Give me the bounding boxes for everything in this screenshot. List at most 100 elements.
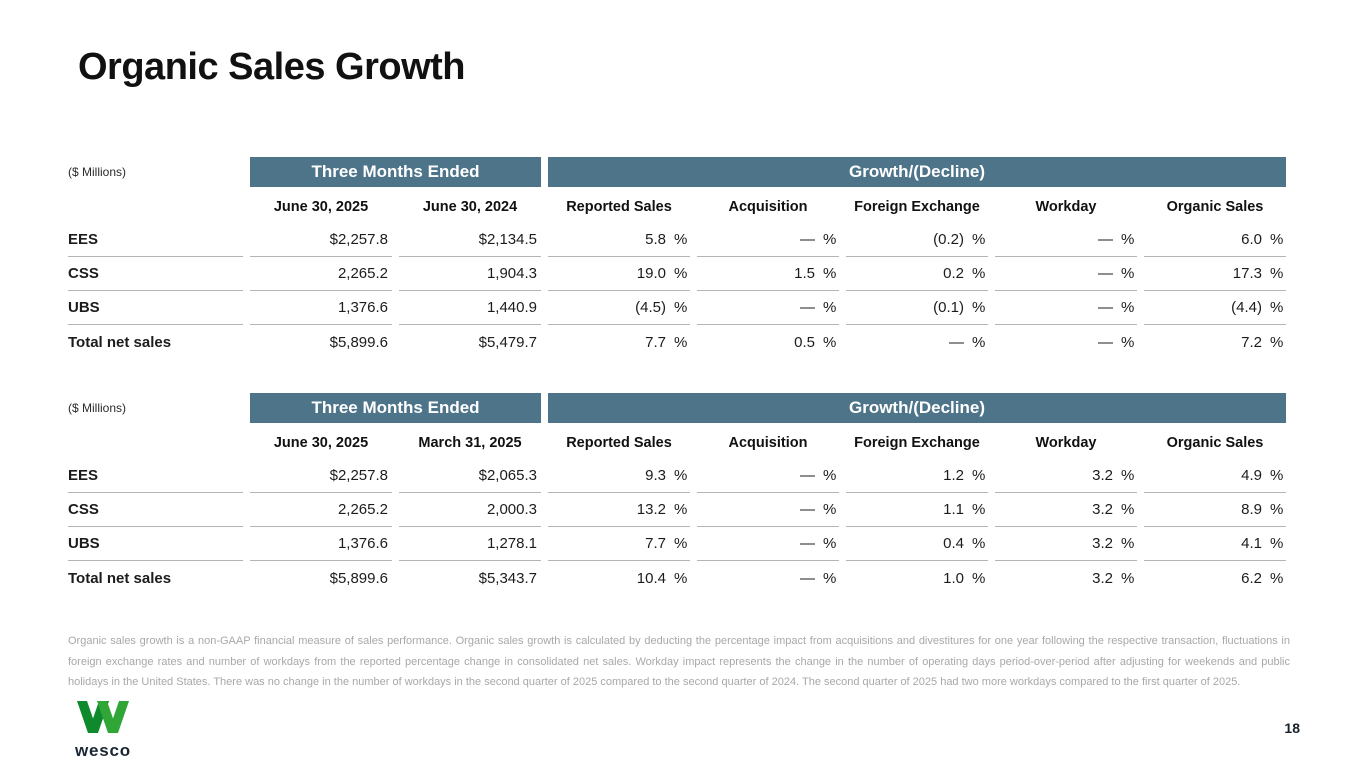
pct-cell: —% — [995, 223, 1137, 257]
column-header-row: June 30, 2025 March 31, 2025 Reported Sa… — [68, 423, 1286, 459]
percent-sign: % — [823, 501, 837, 518]
pct-cell: (4.4)% — [1144, 291, 1286, 325]
table-row: EES $2,257.8 $2,065.3 9.3% —% 1.2% 3.2% … — [68, 459, 1286, 493]
money-cell: 1,376.6 — [250, 527, 392, 561]
row-label: CSS — [68, 493, 243, 527]
row-label: Total net sales — [68, 333, 172, 351]
pct-cell: (0.2)% — [846, 223, 988, 257]
row-label: UBS — [68, 527, 243, 561]
pct-value: 1.1 — [943, 501, 964, 518]
percent-sign: % — [1270, 467, 1284, 484]
pct-value: 7.7 — [645, 535, 666, 552]
page-title: Organic Sales Growth — [78, 46, 466, 88]
money-cell: $5,899.6 — [329, 569, 388, 587]
money-cell: $5,343.7 — [478, 569, 537, 587]
row-label: CSS — [68, 257, 243, 291]
pct-value: 3.2 — [1092, 535, 1113, 552]
row-label: EES — [68, 223, 243, 257]
pct-value: 10.4 — [636, 569, 666, 587]
percent-sign: % — [1121, 501, 1135, 518]
col-header: Workday — [1035, 198, 1097, 215]
pct-value: — — [1098, 265, 1113, 282]
pct-cell: 3.2% — [995, 493, 1137, 527]
pct-value: 6.2 — [1241, 569, 1262, 587]
percent-sign: % — [1270, 569, 1284, 587]
pct-value: 7.2 — [1241, 333, 1262, 351]
pct-value: — — [1098, 231, 1113, 248]
pct-value: 7.7 — [645, 333, 666, 351]
percent-sign: % — [674, 333, 688, 351]
row-label: UBS — [68, 291, 243, 325]
pct-cell: 7.7% — [548, 527, 690, 561]
pct-value: (4.4) — [1231, 299, 1262, 316]
pct-cell: 17.3% — [1144, 257, 1286, 291]
percent-sign: % — [674, 467, 688, 484]
pct-cell: 3.2% — [995, 561, 1137, 595]
group-header-three-months-ended: Three Months Ended — [250, 393, 541, 423]
pct-value: 17.3 — [1232, 265, 1262, 282]
pct-cell: 7.7% — [548, 325, 690, 359]
percent-sign: % — [1270, 299, 1284, 316]
pct-value: — — [800, 535, 815, 552]
percent-sign: % — [823, 299, 837, 316]
percent-sign: % — [1121, 569, 1135, 587]
percent-sign: % — [674, 265, 688, 282]
percent-sign: % — [1270, 501, 1284, 518]
percent-sign: % — [823, 333, 837, 351]
percent-sign: % — [1121, 535, 1135, 552]
pct-value: 9.3 — [645, 467, 666, 484]
pct-value: 3.2 — [1092, 569, 1113, 587]
pct-cell: —% — [995, 291, 1137, 325]
money-cell: $2,134.5 — [399, 223, 541, 257]
units-label: ($ Millions) — [68, 401, 127, 415]
percent-sign: % — [823, 569, 837, 587]
percent-sign: % — [674, 231, 688, 248]
percent-sign: % — [972, 265, 986, 282]
table-row: EES $2,257.8 $2,134.5 5.8% —% (0.2)% —% … — [68, 223, 1286, 257]
percent-sign: % — [674, 299, 688, 316]
pct-value: 4.9 — [1241, 467, 1262, 484]
col-header: March 31, 2025 — [418, 434, 522, 451]
pct-value: 0.5 — [794, 333, 815, 351]
column-header-row: June 30, 2025 June 30, 2024 Reported Sal… — [68, 187, 1286, 223]
pct-value: — — [800, 501, 815, 518]
group-header-three-months-ended: Three Months Ended — [250, 157, 541, 187]
pct-cell: 0.2% — [846, 257, 988, 291]
banner-row: ($ Millions) Three Months Ended Growth/(… — [68, 157, 1286, 187]
pct-cell: —% — [697, 459, 839, 493]
row-label: EES — [68, 459, 243, 493]
percent-sign: % — [1270, 265, 1284, 282]
percent-sign: % — [1121, 333, 1135, 351]
pct-cell: —% — [846, 325, 988, 359]
units-label: ($ Millions) — [68, 165, 127, 179]
pct-cell: 9.3% — [548, 459, 690, 493]
percent-sign: % — [1270, 333, 1284, 351]
pct-value: 1.2 — [943, 467, 964, 484]
pct-cell: 7.2% — [1144, 325, 1286, 359]
pct-value: — — [1098, 333, 1113, 351]
pct-cell: 3.2% — [995, 527, 1137, 561]
percent-sign: % — [972, 467, 986, 484]
col-header: Organic Sales — [1166, 198, 1264, 215]
money-cell: 1,904.3 — [399, 257, 541, 291]
pct-cell: 1.2% — [846, 459, 988, 493]
pct-cell: 6.0% — [1144, 223, 1286, 257]
pct-cell: 3.2% — [995, 459, 1137, 493]
pct-cell: —% — [697, 527, 839, 561]
pct-value: 19.0 — [636, 265, 666, 282]
pct-cell: —% — [995, 257, 1137, 291]
pct-value: — — [949, 333, 964, 351]
pct-cell: 1.0% — [846, 561, 988, 595]
percent-sign: % — [674, 501, 688, 518]
table-row: CSS 2,265.2 1,904.3 19.0% 1.5% 0.2% —% 1… — [68, 257, 1286, 291]
money-cell: 2,265.2 — [250, 257, 392, 291]
percent-sign: % — [674, 535, 688, 552]
percent-sign: % — [823, 535, 837, 552]
pct-cell: —% — [697, 223, 839, 257]
percent-sign: % — [972, 501, 986, 518]
col-header: Foreign Exchange — [854, 198, 980, 215]
percent-sign: % — [1270, 535, 1284, 552]
percent-sign: % — [1121, 231, 1135, 248]
pct-cell: 13.2% — [548, 493, 690, 527]
